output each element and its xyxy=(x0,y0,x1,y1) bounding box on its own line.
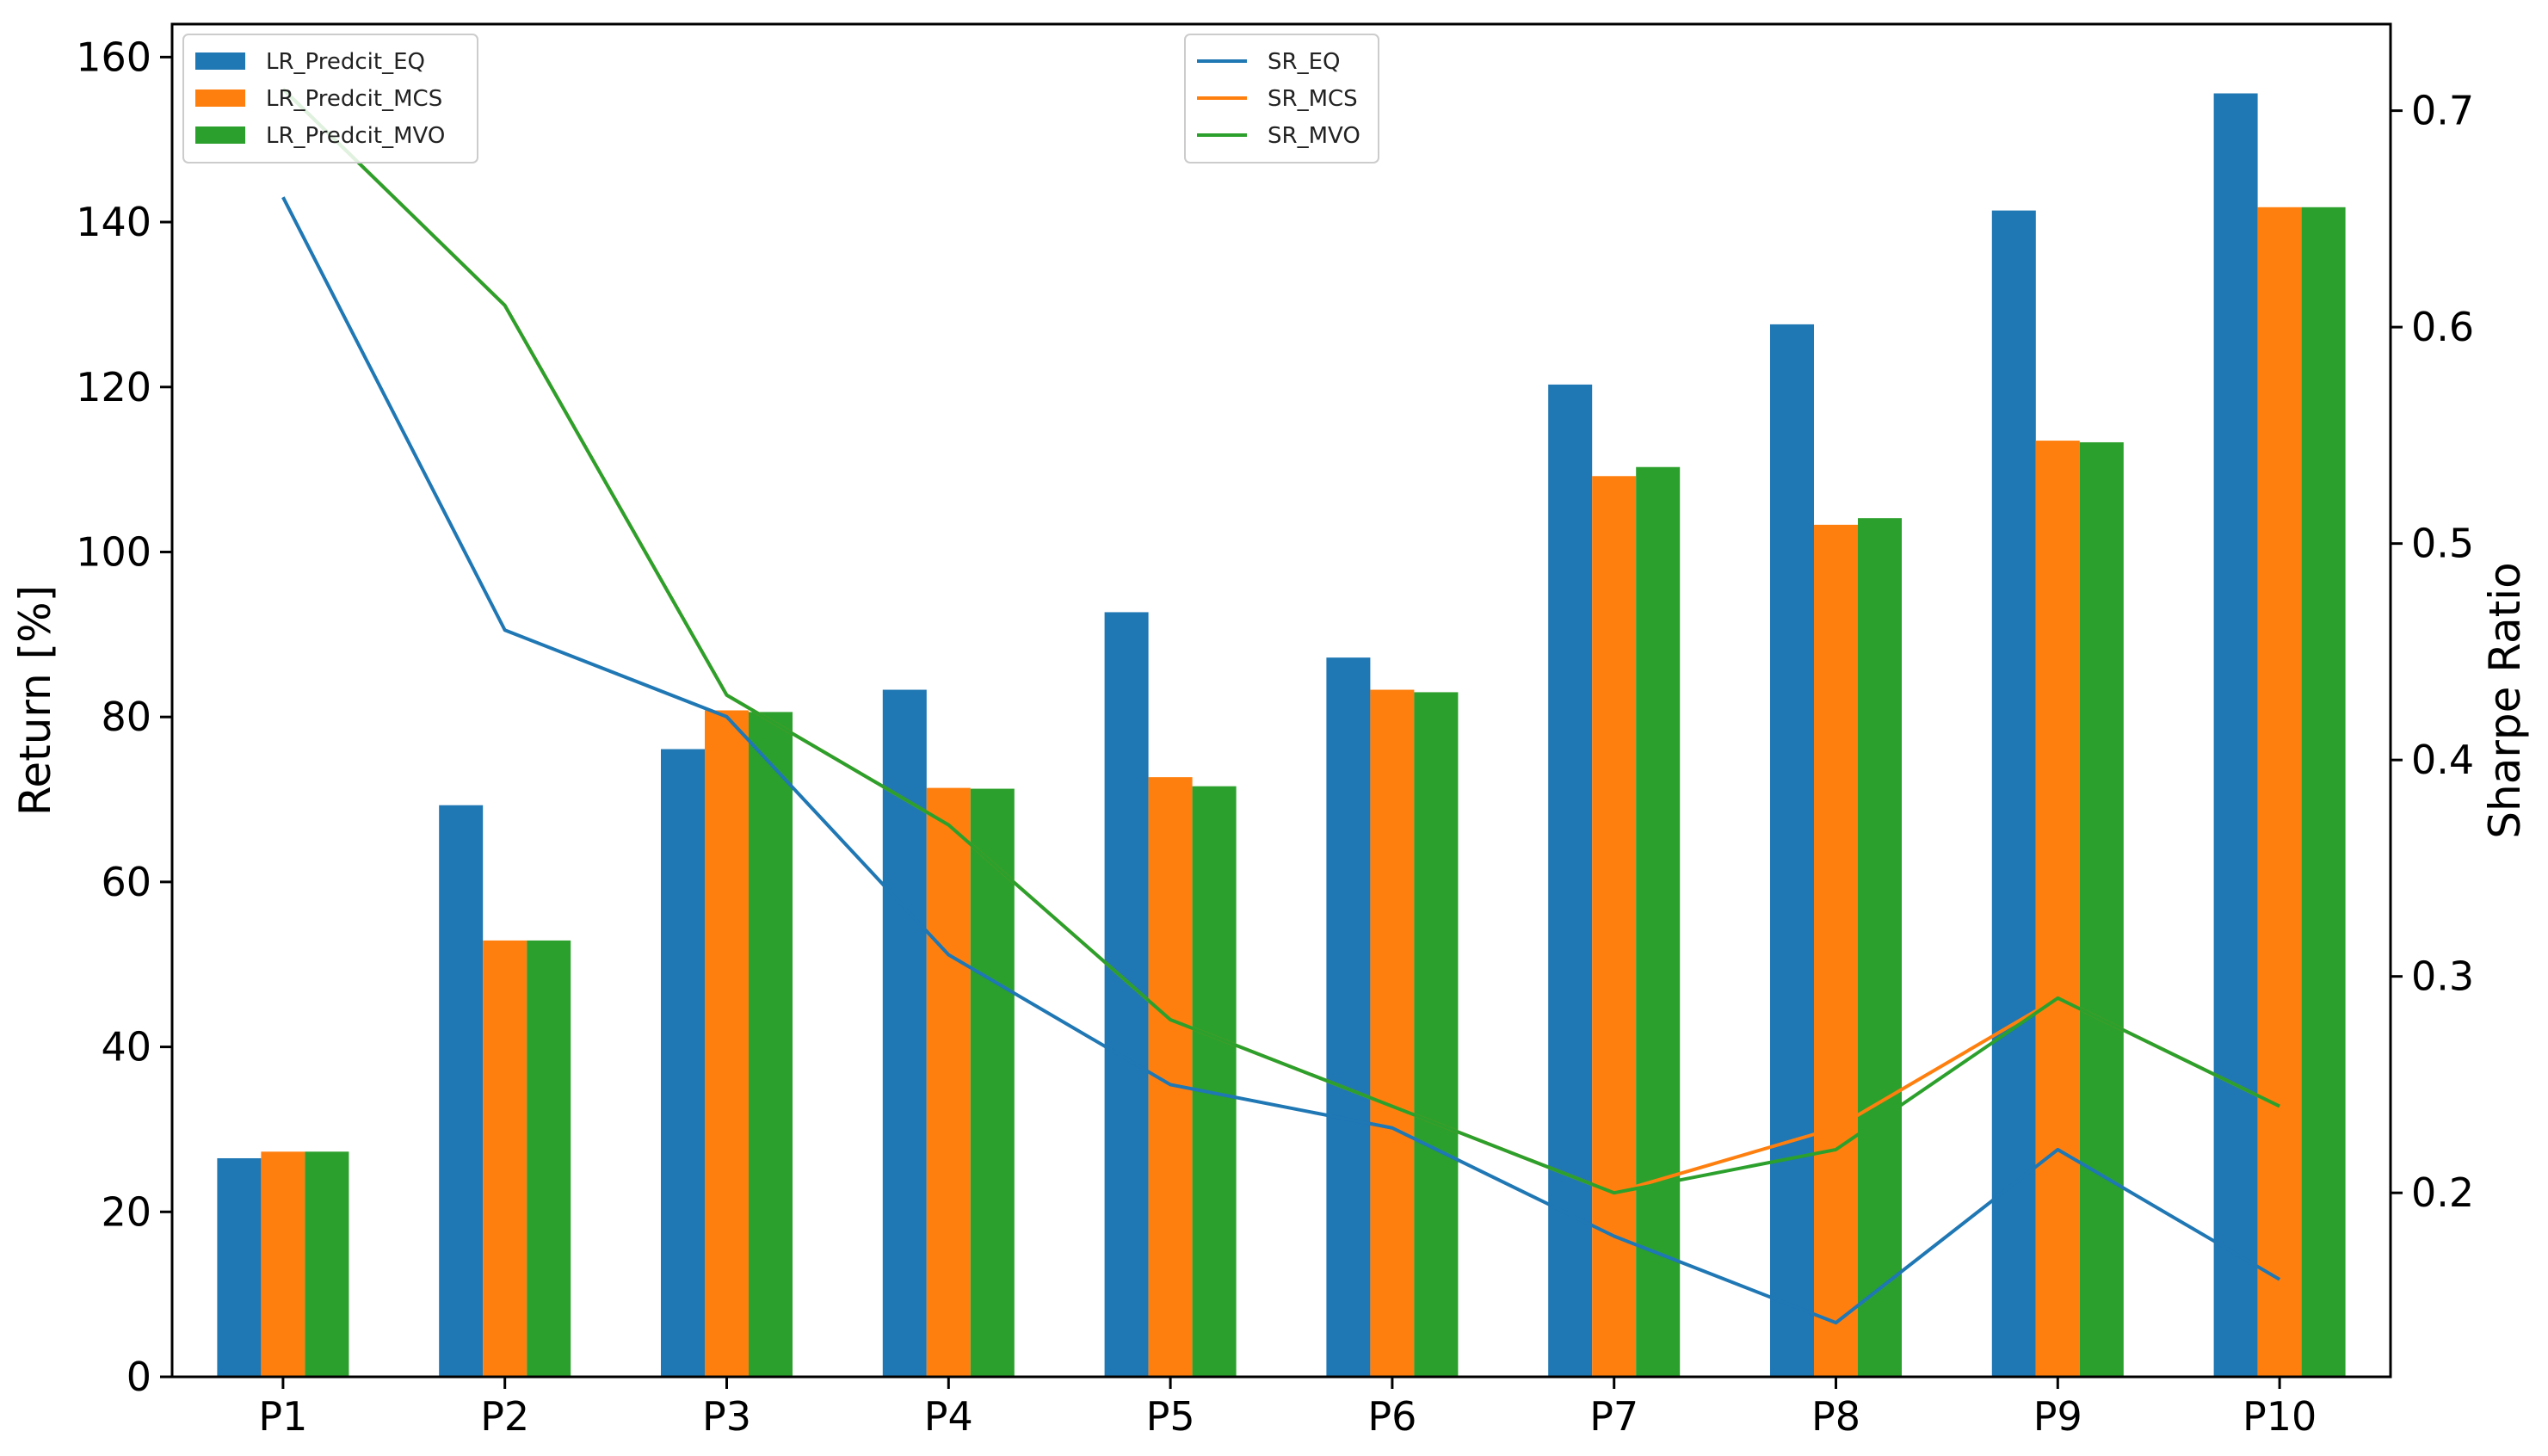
bar-LR_Predcit_MCS-P4 xyxy=(926,787,971,1377)
y2-axis-title: Sharpe Ratio xyxy=(2480,562,2530,838)
bar-LR_Predcit_MCS-P3 xyxy=(705,710,749,1377)
x-tick-label: P6 xyxy=(1367,1393,1416,1440)
y-tick-label: 160 xyxy=(76,34,151,80)
y-tick-label: 0 xyxy=(126,1354,151,1400)
legend-box xyxy=(1184,34,1379,163)
bar-LR_Predcit_EQ-P3 xyxy=(661,749,705,1377)
bar-LR_Predcit_EQ-P6 xyxy=(1326,657,1371,1377)
bar-LR_Predcit_EQ-P7 xyxy=(1548,384,1593,1377)
legend-label-LR_Predcit_MCS: LR_Predcit_MCS xyxy=(266,86,442,112)
bars-layer xyxy=(217,93,2346,1377)
x-tick-label: P7 xyxy=(1589,1393,1638,1440)
legend-lines: SR_EQ SR_MCS SR_MVO xyxy=(1184,34,1379,163)
bar-LR_Predcit_MCS-P1 xyxy=(261,1151,305,1377)
y-tick-label: 100 xyxy=(76,528,151,575)
bar-LR_Predcit_MCS-P9 xyxy=(2035,441,2080,1377)
bar-LR_Predcit_MVO-P1 xyxy=(305,1151,349,1377)
bar-LR_Predcit_MCS-P2 xyxy=(483,940,527,1377)
bar-LR_Predcit_MVO-P8 xyxy=(1858,518,1902,1377)
y2-tick-label: 0.5 xyxy=(2411,521,2474,567)
legend-swatch-LR_Predcit_MVO xyxy=(195,126,245,144)
y2-tick-label: 0.4 xyxy=(2411,737,2474,783)
y2-tick-label: 0.2 xyxy=(2411,1169,2474,1216)
bar-LR_Predcit_MVO-P7 xyxy=(1636,466,1681,1377)
bar-LR_Predcit_EQ-P9 xyxy=(1991,210,2036,1377)
bar-LR_Predcit_MVO-P6 xyxy=(1414,692,1459,1377)
x-tick-label: P2 xyxy=(480,1393,529,1440)
legend-swatch-LR_Predcit_MCS xyxy=(195,89,245,107)
bar-LR_Predcit_EQ-P10 xyxy=(2213,93,2258,1377)
bar-LR_Predcit_MVO-P10 xyxy=(2301,207,2346,1377)
bar-LR_Predcit_MVO-P5 xyxy=(1192,786,1237,1377)
line-SR_EQ xyxy=(281,196,2281,1325)
y-tick-label: 120 xyxy=(76,364,151,410)
x-tick-label: P1 xyxy=(258,1393,307,1440)
y-axis-title: Return [%] xyxy=(10,585,60,816)
legend-label-SR_MCS: SR_MCS xyxy=(1268,86,1358,112)
x-tick-label: P9 xyxy=(2033,1393,2082,1440)
legend-label-LR_Predcit_EQ: LR_Predcit_EQ xyxy=(266,49,425,75)
x-tick-label: P5 xyxy=(1146,1393,1195,1440)
bar-LR_Predcit_MCS-P6 xyxy=(1370,689,1415,1377)
bar-LR_Predcit_EQ-P2 xyxy=(439,805,484,1377)
bar-LR_Predcit_EQ-P4 xyxy=(882,689,927,1377)
y2-tick-label: 0.3 xyxy=(2411,953,2474,1000)
bar-LR_Predcit_MCS-P8 xyxy=(1814,524,1858,1377)
legend-bars: LR_Predcit_EQ LR_Predcit_MCS LR_Predcit_MV… xyxy=(182,34,478,163)
legend-swatch-LR_Predcit_EQ xyxy=(195,52,245,70)
legend-label-SR_MVO: SR_MVO xyxy=(1268,123,1360,149)
x-tick-label: P3 xyxy=(702,1393,751,1440)
y-tick-label: 80 xyxy=(101,694,151,740)
legend-label-SR_EQ: SR_EQ xyxy=(1268,49,1340,75)
x-tick-label: P8 xyxy=(1811,1393,1860,1440)
bar-LR_Predcit_EQ-P8 xyxy=(1770,324,1814,1377)
y-tick-label: 40 xyxy=(101,1024,151,1070)
x-tick-label: P4 xyxy=(924,1393,973,1440)
y2-tick-label: 0.7 xyxy=(2411,88,2474,134)
lines-layer xyxy=(281,88,2281,1325)
plot-frame xyxy=(170,22,2392,1379)
y2-tick-label: 0.6 xyxy=(2411,304,2474,350)
bar-LR_Predcit_MCS-P7 xyxy=(1592,476,1637,1377)
bar-LR_Predcit_MVO-P3 xyxy=(749,712,793,1377)
bar-LR_Predcit_MVO-P2 xyxy=(527,940,571,1377)
bar-LR_Predcit_MCS-P10 xyxy=(2257,207,2302,1377)
legend-box xyxy=(182,34,478,163)
x-tick-label: P10 xyxy=(2243,1393,2317,1440)
y-tick-label: 60 xyxy=(101,859,151,905)
bar-LR_Predcit_EQ-P1 xyxy=(217,1157,262,1377)
bar-LR_Predcit_MVO-P9 xyxy=(2079,441,2124,1377)
y-tick-label: 140 xyxy=(76,199,151,245)
line-SR_MVO xyxy=(281,88,2280,1195)
y-tick-label: 20 xyxy=(101,1188,151,1235)
axes-layer: 0 20 40 60 80 100 120 140 160 0.2 0.3 0.4 0.5 0.6 0.7 P… xyxy=(76,34,2474,1440)
legend-label-LR_Predcit_MVO: LR_Predcit_MVO xyxy=(266,123,445,149)
bar-LR_Predcit_MVO-P4 xyxy=(970,788,1015,1377)
line-SR_MCS xyxy=(281,88,2280,1195)
